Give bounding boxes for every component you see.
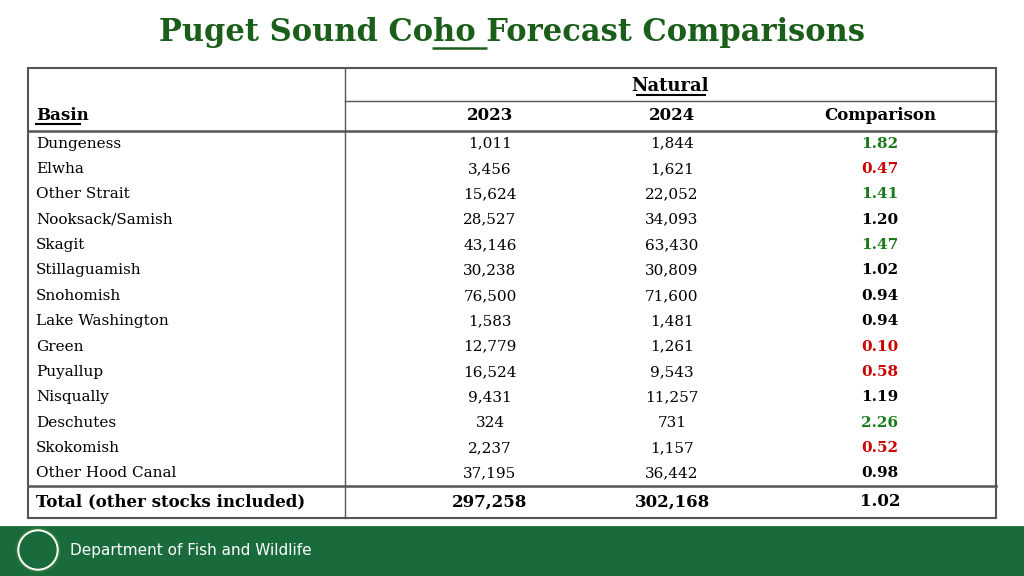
Text: 36,442: 36,442	[645, 467, 698, 480]
Text: Other Strait: Other Strait	[36, 187, 130, 202]
Text: 1.02: 1.02	[861, 263, 899, 278]
Text: 16,524: 16,524	[463, 365, 517, 379]
Text: 30,238: 30,238	[464, 263, 517, 278]
Text: Skokomish: Skokomish	[36, 441, 120, 455]
Text: 2024: 2024	[649, 108, 695, 124]
Text: 9,543: 9,543	[650, 365, 694, 379]
Bar	[28, 68, 996, 518]
Text: 30,809: 30,809	[645, 263, 698, 278]
Text: 3,456: 3,456	[468, 162, 512, 176]
Text: Basin: Basin	[36, 108, 89, 124]
Text: 11,257: 11,257	[645, 391, 698, 404]
Text: Puget Sound Coho Forecast Comparisons: Puget Sound Coho Forecast Comparisons	[159, 17, 865, 48]
Text: 1.02: 1.02	[860, 494, 900, 510]
Text: Other Hood Canal: Other Hood Canal	[36, 467, 176, 480]
Text: Puyallup: Puyallup	[36, 365, 103, 379]
Text: 1,011: 1,011	[468, 137, 512, 151]
Text: 297,258: 297,258	[453, 494, 527, 510]
Text: Skagit: Skagit	[36, 238, 85, 252]
Text: 1,583: 1,583	[468, 314, 512, 328]
Text: 2023: 2023	[467, 108, 513, 124]
Circle shape	[16, 528, 60, 572]
Text: 731: 731	[657, 416, 686, 430]
Text: Nooksack/Samish: Nooksack/Samish	[36, 213, 173, 227]
Text: Natural: Natural	[632, 77, 710, 95]
Text: 12,779: 12,779	[463, 339, 517, 354]
Text: 2,237: 2,237	[468, 441, 512, 455]
Text: 71,600: 71,600	[645, 289, 698, 303]
Text: 9,431: 9,431	[468, 391, 512, 404]
Text: 0.98: 0.98	[861, 467, 899, 480]
Text: Department of Fish and Wildlife: Department of Fish and Wildlife	[70, 543, 311, 558]
Text: Snohomish: Snohomish	[36, 289, 121, 303]
Text: Total (other stocks included): Total (other stocks included)	[36, 494, 305, 510]
Text: 1.47: 1.47	[861, 238, 899, 252]
Text: 34,093: 34,093	[645, 213, 698, 227]
Text: 324: 324	[475, 416, 505, 430]
Text: Lake Washington: Lake Washington	[36, 314, 169, 328]
Text: 1.20: 1.20	[861, 213, 899, 227]
Text: 15,624: 15,624	[463, 187, 517, 202]
Text: 1,621: 1,621	[650, 162, 694, 176]
Text: 37,195: 37,195	[464, 467, 517, 480]
Text: Comparison: Comparison	[824, 108, 936, 124]
Text: 1,481: 1,481	[650, 314, 694, 328]
Text: 302,168: 302,168	[635, 494, 710, 510]
Text: 1.41: 1.41	[861, 187, 899, 202]
Text: 0.10: 0.10	[861, 339, 899, 354]
Text: 1.19: 1.19	[861, 391, 899, 404]
Text: 76,500: 76,500	[463, 289, 517, 303]
Text: 1,261: 1,261	[650, 339, 694, 354]
Text: Stillaguamish: Stillaguamish	[36, 263, 141, 278]
Text: Deschutes: Deschutes	[36, 416, 116, 430]
Text: 2.26: 2.26	[861, 416, 898, 430]
Text: 1,157: 1,157	[650, 441, 694, 455]
Text: Elwha: Elwha	[36, 162, 84, 176]
Text: 0.47: 0.47	[861, 162, 899, 176]
Text: 28,527: 28,527	[464, 213, 517, 227]
Text: 1.82: 1.82	[861, 137, 899, 151]
Circle shape	[20, 532, 56, 568]
Text: 63,430: 63,430	[645, 238, 698, 252]
Bar	[0, 524, 1024, 576]
Text: 0.94: 0.94	[861, 314, 899, 328]
Text: 1,844: 1,844	[650, 137, 694, 151]
Text: 43,146: 43,146	[463, 238, 517, 252]
Text: Nisqually: Nisqually	[36, 391, 109, 404]
Text: 22,052: 22,052	[645, 187, 698, 202]
Text: 0.94: 0.94	[861, 289, 899, 303]
Text: Green: Green	[36, 339, 84, 354]
Text: 0.52: 0.52	[861, 441, 898, 455]
Circle shape	[18, 530, 58, 570]
Text: 0.58: 0.58	[861, 365, 899, 379]
Text: Dungeness: Dungeness	[36, 137, 121, 151]
